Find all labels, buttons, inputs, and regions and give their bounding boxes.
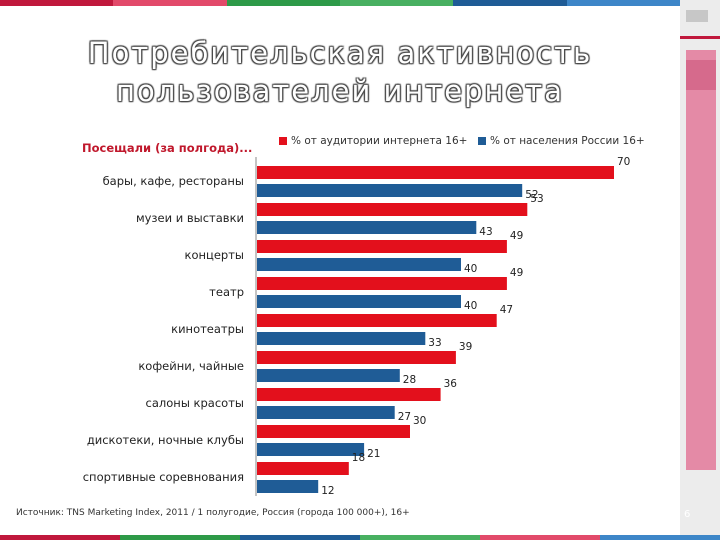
data-label: 33 [428, 337, 441, 349]
legend-label-internet: % от аудитории интернета 16+ [291, 135, 468, 147]
bar-internet [257, 351, 456, 364]
category-label: дискотеки, ночные клубы [87, 433, 244, 447]
category-label: спортивные соревнования [83, 470, 244, 484]
top-decor-stripe [0, 0, 680, 6]
category-label: салоны красоты [146, 396, 244, 410]
bar-internet [257, 240, 507, 253]
chart-title: Посещали (за полгода)... [82, 141, 253, 155]
data-label: 28 [403, 374, 416, 386]
category-label: бары, кафе, рестораны [103, 174, 244, 188]
slide-title-line2: пользователей интернета [116, 74, 564, 108]
data-label: 21 [367, 448, 380, 460]
category-label: концерты [185, 248, 244, 262]
data-label: 18 [352, 452, 365, 464]
slide-title-line1: Потребительская активность [87, 36, 593, 70]
legend-item-internet: % от аудитории интернета 16+ [279, 135, 467, 147]
data-label: 30 [413, 415, 426, 427]
category-label: музеи и выставки [136, 211, 244, 225]
bar-russia [257, 332, 426, 345]
bar-internet [257, 203, 528, 216]
page-number: 6 [684, 509, 691, 520]
category-label: кофейни, чайные [138, 359, 244, 373]
data-label: 70 [617, 156, 630, 168]
bar-internet [257, 462, 349, 475]
bar-internet [257, 425, 410, 438]
bar-russia [257, 369, 400, 382]
data-label: 47 [500, 304, 513, 316]
data-label: 27 [398, 411, 411, 423]
bar-russia [257, 443, 365, 456]
bar-russia [257, 184, 523, 197]
data-label: 53 [530, 193, 543, 205]
data-label: 49 [510, 267, 523, 279]
bar-russia [257, 295, 461, 308]
bar-internet [257, 166, 614, 179]
data-label: 39 [459, 341, 472, 353]
data-label: 36 [444, 378, 458, 390]
data-label: 12 [321, 485, 334, 497]
category-label: театр [209, 285, 244, 299]
legend-swatch-blue [478, 137, 486, 145]
right-decor-strip [680, 0, 720, 540]
data-label: 43 [479, 226, 492, 238]
data-label: 40 [464, 263, 477, 275]
bar-chart: бары, кафе, рестораны 70 52 музеи и выставк… [83, 156, 631, 497]
bar-internet [257, 388, 441, 401]
category-label: кинотеатры [171, 322, 244, 336]
legend-swatch-red [279, 137, 287, 145]
data-label: 40 [464, 300, 477, 312]
bar-internet [257, 277, 507, 290]
legend-label-russia: % от населения России 16+ [490, 135, 645, 147]
bar-russia [257, 480, 319, 493]
bottom-decor-stripe [0, 535, 720, 540]
source-note: Источник: TNS Marketing Index, 2011 / 1 … [16, 508, 410, 518]
slide-title: Потребительская активность пользователей… [60, 34, 620, 110]
legend-item-russia: % от населения России 16+ [478, 135, 645, 147]
data-label: 49 [510, 230, 523, 242]
data-label: 52 [525, 189, 538, 201]
bar-internet [257, 314, 497, 327]
bar-russia [257, 406, 395, 419]
bar-russia [257, 221, 477, 234]
bar-russia [257, 258, 461, 271]
